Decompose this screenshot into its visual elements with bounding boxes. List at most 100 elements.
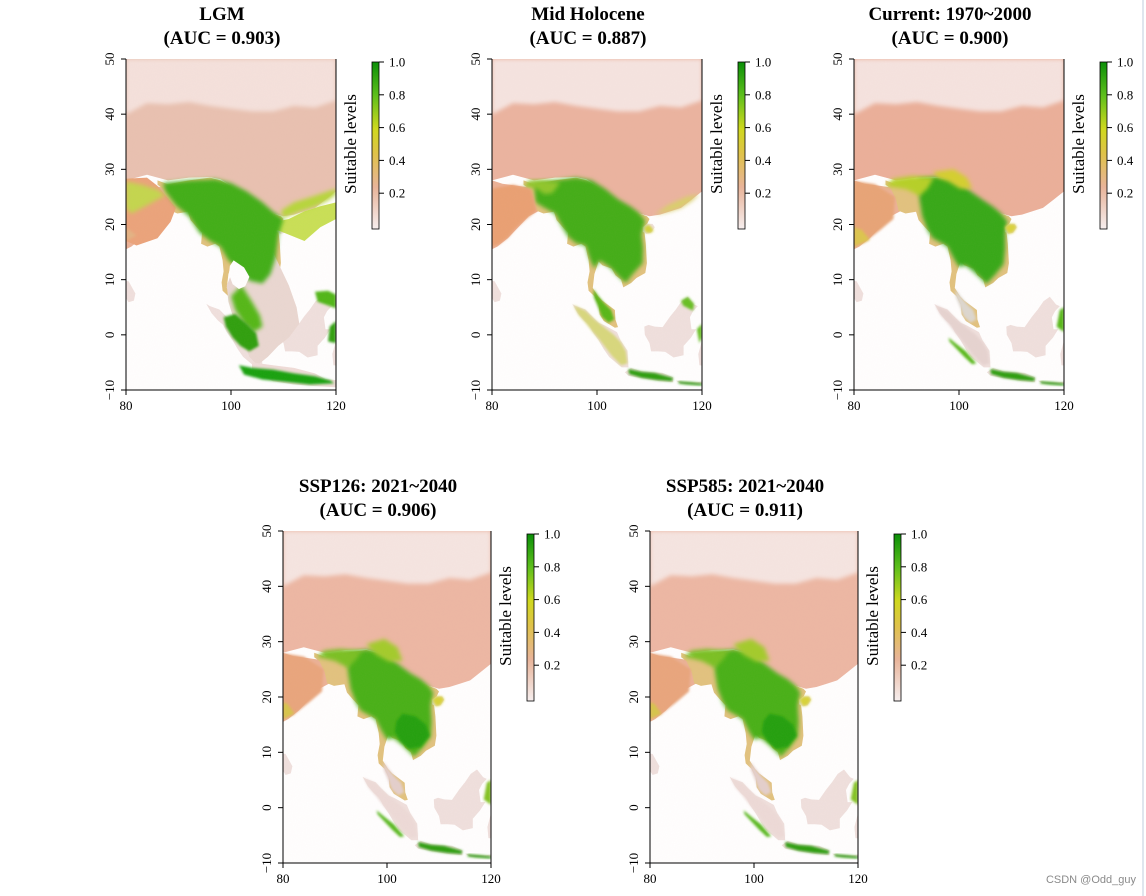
plot-area <box>650 531 892 863</box>
legend-color-bar <box>893 533 902 702</box>
panel-title: Mid Holocene <box>531 4 644 25</box>
land-island-9 <box>1064 232 1086 265</box>
legend-color-bar <box>371 61 380 230</box>
watermark-text: CSDN @Odd_guy <box>1045 874 1136 886</box>
y-tick-label: 10 <box>468 273 483 286</box>
panel-subtitle-auc: (AUC = 0.900) <box>892 28 1009 49</box>
land-island-2 <box>858 668 868 686</box>
land-island-9 <box>702 232 724 265</box>
y-tick-label: −10 <box>626 853 641 873</box>
map-panel-1: 80 100 120 −10 0 10 20 30 40 50 LGM (AUC = 0.903) 0.… <box>102 4 406 413</box>
legend-tick-label: 0.2 <box>389 186 405 201</box>
legend: 0.2 0.4 0.6 0.8 1.0 Suitable levels <box>863 527 928 702</box>
x-tick-label: 120 <box>326 398 346 413</box>
land-island-10 <box>868 755 892 777</box>
land-island-2 <box>336 195 347 213</box>
legend-tick-label: 0.8 <box>911 559 927 574</box>
legend-tick-label: 0.6 <box>911 592 928 607</box>
panel-title: LGM <box>199 4 244 25</box>
legend-color-bar <box>526 533 535 702</box>
legend: 0.2 0.4 0.6 0.8 1.0 Suitable levels <box>341 55 406 230</box>
y-tick-label: 50 <box>468 53 483 66</box>
x-tick-label: 100 <box>949 398 969 413</box>
land-island-10 <box>712 282 736 304</box>
legend-tick-label: 0.8 <box>389 87 405 102</box>
legend-tick-label: 0.8 <box>755 87 771 102</box>
land-island-5 <box>487 813 491 839</box>
y-tick-label: 10 <box>830 273 845 286</box>
y-tick-label: −10 <box>259 853 274 873</box>
map-panel-2: 80 100 120 −10 0 10 20 30 40 50 Mid Holocene (AUC =… <box>468 4 772 413</box>
y-tick-label: 40 <box>102 108 117 121</box>
legend-tick-label: 0.2 <box>911 658 927 673</box>
panel-subtitle-auc: (AUC = 0.906) <box>320 500 437 521</box>
y-tick-label: 30 <box>626 635 641 648</box>
land-island-2 <box>491 668 501 686</box>
legend-tick-label: 1.0 <box>911 527 927 542</box>
y-tick-label: 50 <box>830 53 845 66</box>
legend-tick-label: 0.6 <box>755 120 772 135</box>
panel-subtitle-auc: (AUC = 0.911) <box>687 500 803 521</box>
land-island-2 <box>702 195 713 213</box>
legend-title: Suitable levels <box>341 94 360 194</box>
map-panel-4: 80 100 120 −10 0 10 20 30 40 50 SSP126: 2021~2040 (… <box>259 476 561 886</box>
y-tick-label: 30 <box>102 163 117 176</box>
x-tick-label: 80 <box>644 871 657 886</box>
y-tick-label: 20 <box>830 218 845 231</box>
x-tick-label: 120 <box>848 871 868 886</box>
plot-area <box>283 531 525 863</box>
raster-texture <box>492 59 702 390</box>
panel-subtitle-auc: (AUC = 0.887) <box>530 28 647 49</box>
y-tick-label: 40 <box>259 580 274 593</box>
y-tick-label: 50 <box>259 525 274 538</box>
raster-texture <box>126 59 336 390</box>
y-tick-label: 40 <box>830 108 845 121</box>
legend-tick-label: 1.0 <box>544 527 560 542</box>
x-tick-label: 120 <box>1054 398 1074 413</box>
land-island-9 <box>336 232 358 265</box>
x-tick-label: 100 <box>377 871 397 886</box>
land-island-10 <box>346 282 370 304</box>
legend-tick-label: 0.4 <box>1117 153 1134 168</box>
land-island-10 <box>501 755 525 777</box>
x-tick-label: 100 <box>744 871 764 886</box>
legend-tick-label: 1.0 <box>1117 55 1133 70</box>
legend-title: Suitable levels <box>707 94 726 194</box>
x-tick-label: 100 <box>587 398 607 413</box>
y-tick-label: 0 <box>626 804 641 811</box>
land-island-10 <box>1074 282 1098 304</box>
legend-tick-label: 0.4 <box>389 153 406 168</box>
legend-tick-label: 1.0 <box>755 55 771 70</box>
legend-title: Suitable levels <box>1069 94 1088 194</box>
y-tick-label: 10 <box>626 746 641 759</box>
land-island-5 <box>698 340 702 366</box>
y-tick-label: 10 <box>259 746 274 759</box>
y-tick-label: −10 <box>830 380 845 400</box>
legend-color-bar <box>737 61 746 230</box>
map-panel-3: 80 100 120 −10 0 10 20 30 40 50 Current: 1970~2000… <box>830 4 1134 413</box>
panel-title: Current: 1970~2000 <box>868 4 1031 25</box>
y-tick-label: 0 <box>830 332 845 339</box>
raster-texture <box>283 531 491 863</box>
y-tick-label: 20 <box>259 691 274 704</box>
land-island-9 <box>858 705 880 738</box>
plot-area <box>854 59 1098 390</box>
land-island-5 <box>854 813 858 839</box>
legend-tick-label: 0.8 <box>1117 87 1133 102</box>
land-island-2 <box>1064 195 1075 213</box>
land-island-5 <box>332 340 336 366</box>
y-tick-label: 30 <box>259 635 274 648</box>
legend-tick-label: 0.4 <box>911 625 928 640</box>
x-tick-label: 120 <box>481 871 501 886</box>
legend: 0.2 0.4 0.6 0.8 1.0 Suitable levels <box>707 55 772 230</box>
legend-tick-label: 0.6 <box>1117 120 1134 135</box>
legend-tick-label: 0.2 <box>755 186 771 201</box>
panel-subtitle-auc: (AUC = 0.903) <box>164 28 281 49</box>
y-tick-label: 50 <box>626 525 641 538</box>
y-tick-label: 10 <box>102 273 117 286</box>
panel-title: SSP126: 2021~2040 <box>299 476 457 497</box>
legend-tick-label: 0.4 <box>544 625 561 640</box>
y-tick-label: −10 <box>102 380 117 400</box>
legend: 0.2 0.4 0.6 0.8 1.0 Suitable levels <box>496 527 561 702</box>
